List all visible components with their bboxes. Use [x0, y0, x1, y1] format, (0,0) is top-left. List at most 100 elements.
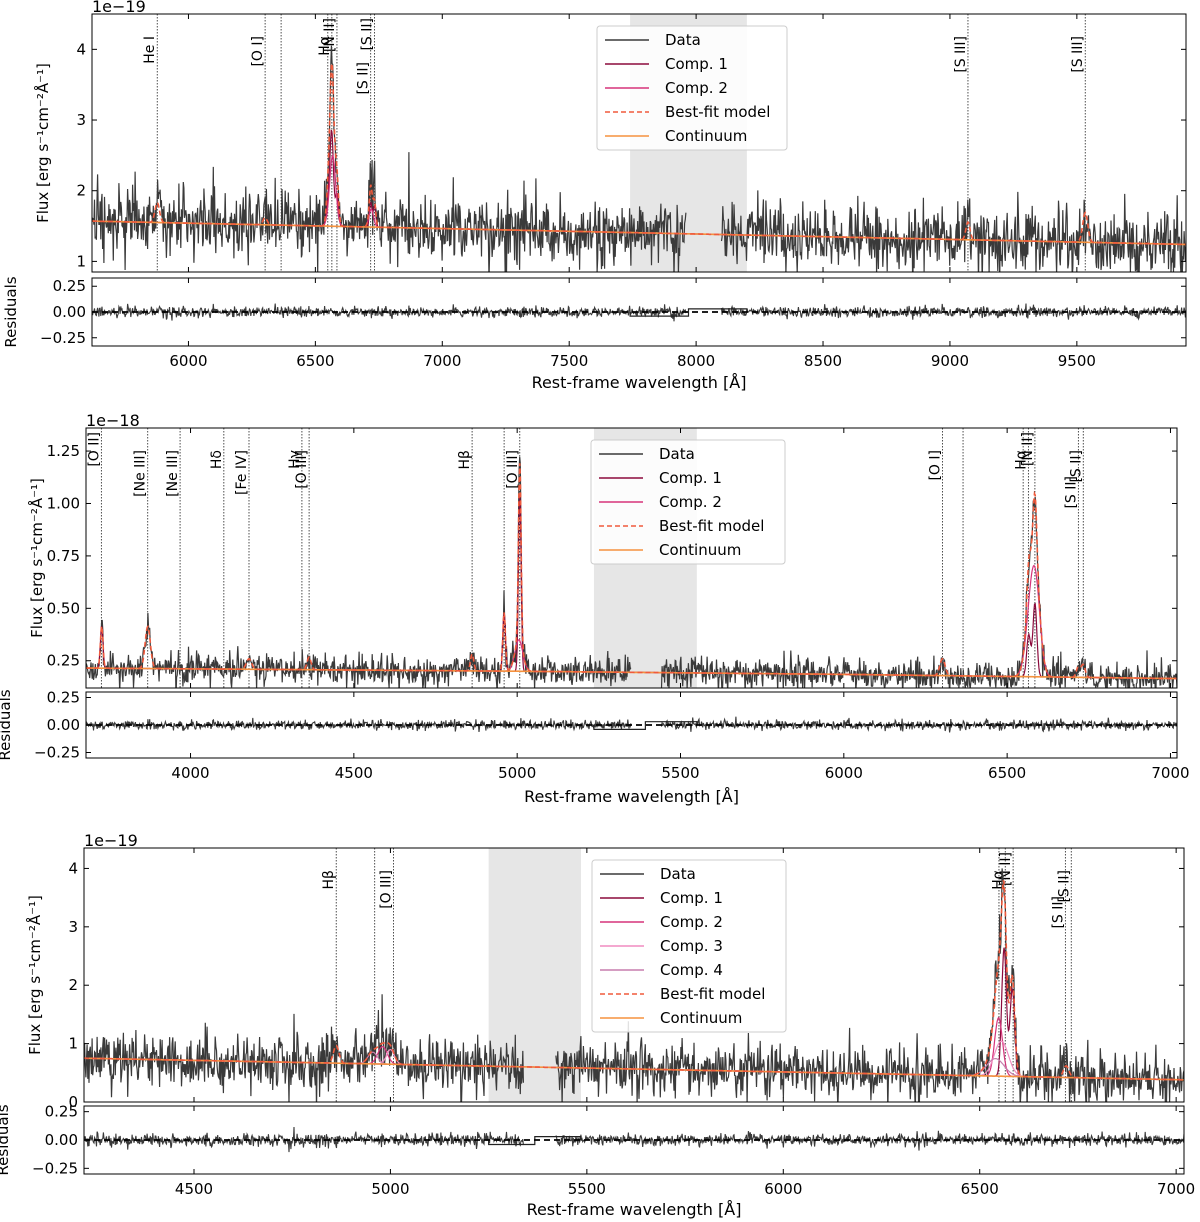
y-tick-label: 2	[68, 976, 78, 994]
legend-label: Comp. 2	[660, 913, 723, 931]
x-tick-label: 6500	[988, 764, 1026, 782]
line-label: [S III]	[953, 36, 969, 73]
x-tick-label: 5500	[661, 764, 699, 782]
line-label: [Fe IV]	[234, 450, 250, 495]
line-label: [Ne III]	[133, 450, 149, 497]
line-label: [S III]	[1070, 36, 1086, 73]
legend-label: Continuum	[665, 127, 747, 145]
x-tick-label: 6000	[825, 764, 863, 782]
y-axis-label: Flux [erg s⁻¹cm⁻²Å⁻¹]	[33, 63, 52, 223]
x-tick-label: 4000	[171, 764, 209, 782]
x-tick-label: 4500	[175, 1180, 213, 1198]
y-axis-label: Flux [erg s⁻¹cm⁻²Å⁻¹]	[25, 895, 44, 1055]
panel-bottom: Hβ [O III] Hα[N II][S II][S II]012341e−19F…	[0, 831, 1195, 1219]
line-label: Hα	[317, 36, 333, 56]
x-tick-label: 7000	[1151, 764, 1189, 782]
legend-label: Comp. 1	[659, 469, 722, 487]
y-tick-label: 4	[68, 859, 78, 877]
line-label: He I	[142, 36, 158, 64]
residuals-axis-label: Residuals	[0, 689, 14, 760]
legend: Data Comp. 1 Comp. 2 Best-fit model Continuu…	[596, 25, 788, 151]
legend-label: Best-fit model	[665, 103, 770, 121]
line-label: [S II]	[356, 62, 372, 95]
data-series	[92, 45, 1186, 272]
line-label: [O I]	[927, 450, 943, 481]
residual-y-tick-label: −0.25	[34, 744, 80, 762]
best-fit-series	[92, 61, 1186, 246]
offset-label: 1e−18	[86, 411, 140, 430]
y-tick-label: 3	[76, 111, 86, 129]
line-label: Hγ	[287, 450, 303, 469]
legend-box	[596, 25, 788, 151]
panel-top: He I [O I] Hα[N II] [S II] [S II] [S III] [S I…	[2, 0, 1187, 392]
y-tick-label: 2	[76, 182, 86, 200]
line-label: [S II]	[1050, 896, 1066, 929]
residuals-axis-label: Residuals	[0, 1104, 12, 1175]
line-label: [S II]	[1063, 476, 1079, 509]
residual-y-tick-label: 0.00	[53, 303, 86, 321]
line-label: Hβ	[321, 870, 337, 889]
y-axis-label: Flux [erg s⁻¹cm⁻²Å⁻¹]	[27, 478, 46, 638]
x-tick-label: 8000	[677, 352, 715, 370]
legend: Data Comp. 1 Comp. 2 Comp. 3 Comp. 4 Best-fit…	[591, 859, 787, 1033]
x-axis-label: Rest-frame wavelength [Å]	[527, 1200, 742, 1219]
line-label: [O III]	[379, 870, 395, 909]
x-tick-label: 9000	[931, 352, 969, 370]
x-tick-label: 6000	[764, 1180, 802, 1198]
residuals-axis-label: Residuals	[2, 276, 20, 347]
y-tick-label: 1	[68, 1035, 78, 1053]
y-tick-label: 4	[76, 40, 86, 58]
x-tick-label: 7500	[550, 352, 588, 370]
legend-box	[590, 439, 786, 565]
y-tick-label: 1.00	[47, 494, 80, 512]
main-axes-frame	[83, 847, 1185, 1103]
line-label: [Ne III]	[165, 450, 181, 497]
legend-label: Comp. 1	[660, 889, 723, 907]
legend-label: Comp. 2	[659, 493, 722, 511]
residual-gap-step	[593, 721, 698, 730]
x-tick-label: 4500	[335, 764, 373, 782]
legend-label: Comp. 3	[660, 937, 723, 955]
line-label: [N II]	[1020, 432, 1036, 466]
main-axes-frame	[91, 13, 1187, 273]
legend-label: Best-fit model	[659, 517, 764, 535]
x-tick-label: 5000	[371, 1180, 409, 1198]
best-fit-series	[84, 880, 1184, 1081]
x-tick-label: 9500	[1058, 352, 1096, 370]
panel-middle: [O II][Ne III] [Ne III] Hδ [Fe IV] Hγ[O III]…	[0, 411, 1190, 806]
y-tick-label: 1.25	[47, 442, 80, 460]
residual-y-tick-label: 0.25	[45, 1103, 78, 1121]
legend-label: Best-fit model	[660, 985, 765, 1003]
y-tick-label: 1	[76, 252, 86, 270]
legend: Data Comp. 1 Comp. 2 Best-fit model Continuu…	[590, 439, 786, 565]
legend-label: Comp. 4	[660, 961, 723, 979]
legend-label: Data	[660, 865, 696, 883]
best-fit-series	[86, 463, 1177, 680]
residual-y-tick-label: 0.00	[45, 1131, 78, 1149]
x-tick-label: 5000	[498, 764, 536, 782]
x-axis-label: Rest-frame wavelength [Å]	[532, 373, 747, 392]
legend-label: Comp. 2	[665, 79, 728, 97]
residual-y-tick-label: 0.25	[47, 689, 80, 707]
legend-box	[591, 859, 787, 1033]
residual-gap-step	[629, 308, 748, 317]
x-tick-label: 6500	[296, 352, 334, 370]
line-label: Hδ	[209, 450, 225, 469]
line-label: [S II]	[1068, 450, 1084, 483]
legend-label: Continuum	[659, 541, 741, 559]
y-tick-label: 0	[68, 1093, 78, 1111]
residual-y-tick-label: −0.25	[32, 1159, 78, 1177]
line-label: Hα	[1013, 450, 1029, 470]
line-label: [S II]	[360, 18, 376, 51]
legend-label: Data	[659, 445, 695, 463]
x-tick-label: 8500	[804, 352, 842, 370]
line-label: [S II]	[1056, 870, 1072, 903]
y-tick-label: 0.25	[47, 652, 80, 670]
y-tick-label: 0.75	[47, 547, 80, 565]
line-label: Hβ	[457, 450, 473, 469]
line-label: [O I]	[250, 36, 266, 67]
x-tick-label: 5500	[568, 1180, 606, 1198]
data-series	[84, 868, 1184, 1102]
residual-y-tick-label: −0.25	[40, 329, 86, 347]
line-label: [O III]	[294, 450, 310, 489]
